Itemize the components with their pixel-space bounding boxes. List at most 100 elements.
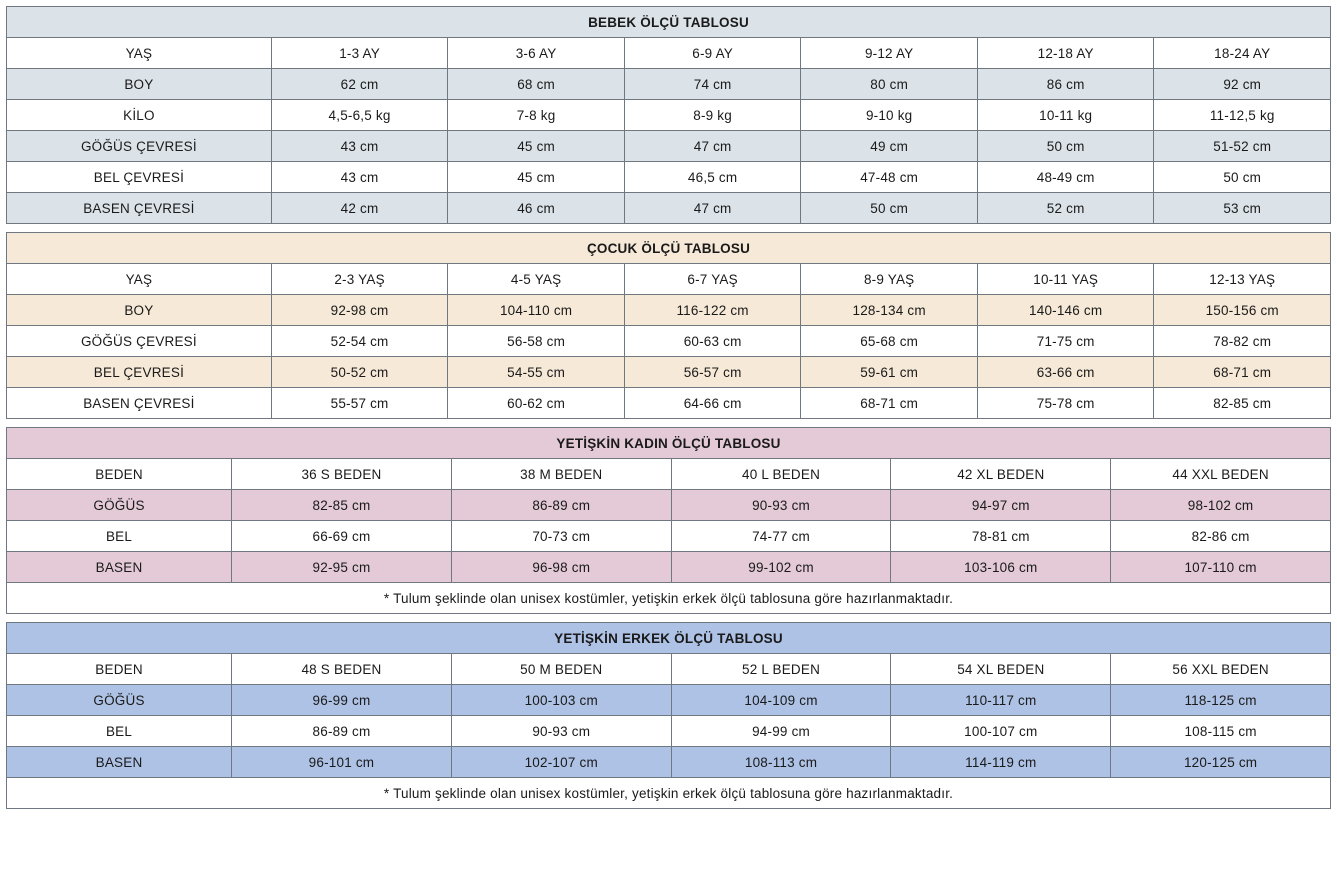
data-cell: 104-110 cm [447,294,625,326]
footnote-text: * Tulum şeklinde olan unisex kostümler, … [6,777,1331,809]
size-chart-bebek: BEBEK ÖLÇÜ TABLOSU YAŞ 1-3 AY 3-6 AY 6-9 AY 9… [6,6,1331,224]
table-row: GÖĞÜS 82-85 cm 86-89 cm 90-93 cm 94-97 cm 98-… [5,489,1331,521]
table-header-row: BEDEN 36 S BEDEN 38 M BEDEN 40 L BEDEN 42 XL… [5,458,1331,490]
row-label-cell: BEDEN [5,653,233,685]
row-label-cell: BASEN ÇEVRESİ [6,192,272,224]
row-label-cell: YAŞ [6,263,272,295]
size-chart-erkek: YETİŞKİN ERKEK ÖLÇÜ TABLOSU BEDEN 48 S BED… [5,622,1331,809]
data-cell: 9-12 AY [800,37,978,69]
data-cell: 94-99 cm [670,715,892,747]
row-label-cell: YAŞ [6,37,272,69]
data-cell: 56-57 cm [623,356,802,388]
data-cell: 75-78 cm [976,387,1155,419]
data-cell: 46,5 cm [623,161,802,193]
data-cell: 64-66 cm [623,387,802,419]
data-cell: 96-101 cm [231,746,452,778]
data-cell: 54-55 cm [447,356,625,388]
data-cell: 114-119 cm [890,746,1112,778]
data-cell: 54 XL BEDEN [890,653,1112,685]
data-cell: 9-10 kg [800,99,978,131]
data-cell: 86-89 cm [231,715,452,747]
data-cell: 50 cm [1153,161,1331,193]
data-cell: 38 M BEDEN [450,458,672,490]
table-row: BEL ÇEVRESİ 50-52 cm 54-55 cm 56-57 cm 59-61… [6,356,1331,388]
data-cell: 150-156 cm [1153,294,1331,326]
data-cell: 108-115 cm [1110,715,1331,747]
data-cell: 48-49 cm [976,161,1155,193]
data-cell: 82-86 cm [1110,520,1331,552]
data-cell: 47 cm [623,130,802,162]
data-cell: 55-57 cm [270,387,449,419]
row-label-cell: BEL [5,520,233,552]
row-label-cell: KİLO [6,99,272,131]
data-cell: 118-125 cm [1110,684,1331,716]
data-cell: 44 XXL BEDEN [1110,458,1331,490]
table-row: BOY 92-98 cm 104-110 cm 116-122 cm 128-134 c… [6,294,1331,326]
data-cell: 140-146 cm [976,294,1155,326]
data-cell: 60-62 cm [447,387,625,419]
data-cell: 7-8 kg [447,99,625,131]
table-row: GÖĞÜS ÇEVRESİ 43 cm 45 cm 47 cm 49 cm 50 cm 51… [6,130,1331,162]
data-cell: 50 cm [976,130,1155,162]
data-cell: 52 L BEDEN [670,653,892,685]
data-cell: 45 cm [447,161,625,193]
data-cell: 90-93 cm [670,489,892,521]
data-cell: 49 cm [800,130,978,162]
data-cell: 10-11 kg [976,99,1155,131]
data-cell: 8-9 kg [623,99,802,131]
data-cell: 40 L BEDEN [670,458,892,490]
data-cell: 92 cm [1153,68,1331,100]
row-label-cell: GÖĞÜS [5,684,233,716]
data-cell: 4,5-6,5 kg [270,99,449,131]
data-cell: 68 cm [447,68,625,100]
data-cell: 56 XXL BEDEN [1110,653,1331,685]
size-chart-kadin: YETİŞKİN KADIN ÖLÇÜ TABLOSU BEDEN 36 S BED… [5,427,1331,614]
table-title: BEBEK ÖLÇÜ TABLOSU [6,6,1331,38]
data-cell: 92-98 cm [270,294,449,326]
data-cell: 70-73 cm [450,520,672,552]
data-cell: 42 cm [270,192,449,224]
row-label-cell: BASEN ÇEVRESİ [6,387,272,419]
data-cell: 48 S BEDEN [231,653,452,685]
data-cell: 52-54 cm [270,325,449,357]
table-row: BASEN 92-95 cm 96-98 cm 99-102 cm 103-106 cm… [5,551,1331,583]
data-cell: 96-99 cm [231,684,452,716]
table-row: GÖĞÜS ÇEVRESİ 52-54 cm 56-58 cm 60-63 cm 65-… [6,325,1331,357]
table-row: BEL ÇEVRESİ 43 cm 45 cm 46,5 cm 47-48 cm 48-4… [6,161,1331,193]
row-label-cell: BOY [6,68,272,100]
table-title: ÇOCUK ÖLÇÜ TABLOSU [6,232,1331,264]
data-cell: 10-11 YAŞ [976,263,1155,295]
table-row: BEL 86-89 cm 90-93 cm 94-99 cm 100-107 cm 108… [5,715,1331,747]
data-cell: 98-102 cm [1110,489,1331,521]
table-row: GÖĞÜS 96-99 cm 100-103 cm 104-109 cm 110-117… [5,684,1331,716]
table-title-row: YETİŞKİN KADIN ÖLÇÜ TABLOSU [6,427,1331,459]
table-title-row: ÇOCUK ÖLÇÜ TABLOSU [6,232,1331,264]
data-cell: 1-3 AY [270,37,449,69]
data-cell: 47 cm [623,192,802,224]
table-row: BOY 62 cm 68 cm 74 cm 80 cm 86 cm 92 cm [6,68,1331,100]
data-cell: 4-5 YAŞ [447,263,625,295]
row-label-cell: GÖĞÜS ÇEVRESİ [6,130,272,162]
data-cell: 71-75 cm [976,325,1155,357]
data-cell: 86 cm [976,68,1155,100]
data-cell: 82-85 cm [1153,387,1331,419]
data-cell: 90-93 cm [450,715,672,747]
data-cell: 52 cm [976,192,1155,224]
table-cocuk: ÇOCUK ÖLÇÜ TABLOSU YAŞ 2-3 YAŞ 4-5 YAŞ 6-7 Y… [6,232,1331,419]
footnote-row: * Tulum şeklinde olan unisex kostümler, … [6,582,1331,614]
data-cell: 65-68 cm [800,325,978,357]
table-row: BEL 66-69 cm 70-73 cm 74-77 cm 78-81 cm 82-86… [5,520,1331,552]
data-cell: 8-9 YAŞ [800,263,978,295]
row-label-cell: BASEN [5,551,233,583]
data-cell: 59-61 cm [800,356,978,388]
data-cell: 6-7 YAŞ [623,263,802,295]
data-cell: 68-71 cm [800,387,978,419]
charts-container: BEBEK ÖLÇÜ TABLOSU YAŞ 1-3 AY 3-6 AY 6-9 AY 9… [5,6,1331,817]
data-cell: 60-63 cm [623,325,802,357]
data-cell: 47-48 cm [800,161,978,193]
data-cell: 36 S BEDEN [231,458,452,490]
data-cell: 100-107 cm [890,715,1112,747]
data-cell: 50-52 cm [270,356,449,388]
data-cell: 102-107 cm [450,746,672,778]
